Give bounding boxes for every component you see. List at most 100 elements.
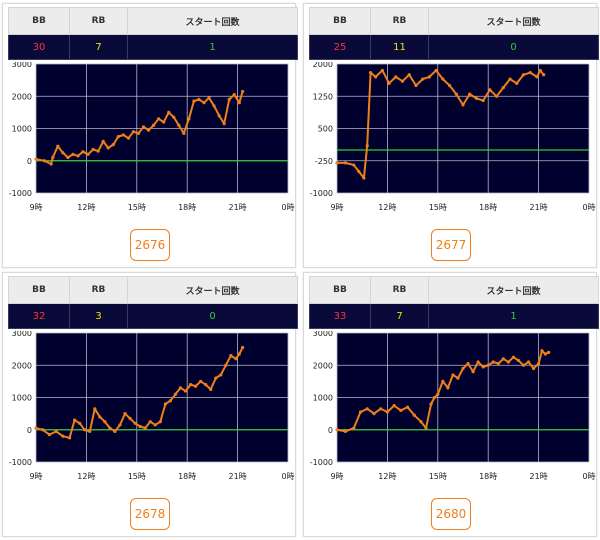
data-point [451,373,455,377]
data-point [178,386,183,390]
start-count: 1 [127,34,298,60]
data-point [488,88,492,92]
y-tick-label: -1000 [9,458,32,467]
data-point [188,383,193,387]
data-point [187,117,191,121]
data-point [456,376,460,380]
slump-graph: 3000 2000 1000 0 -1000 9時 12時 15時 18時 21時 0時 [9,62,295,212]
data-point [446,386,450,390]
data-point [547,350,551,354]
data-point [526,360,531,364]
data-point [76,154,80,158]
data-point [385,410,389,414]
y-tick-label: 2000 [313,62,333,69]
data-point [414,83,418,88]
rb-header: RB [370,276,429,304]
data-point [538,68,542,73]
data-point [374,75,378,79]
start-count: 0 [428,34,599,60]
bb-header: BB [309,7,371,35]
y-tick-label: -250 [315,157,333,166]
data-point [412,413,416,417]
data-point [501,86,505,90]
data-point [335,428,339,432]
data-point [49,162,53,166]
machine-number-button[interactable]: 2680 [431,498,471,530]
data-point [365,407,369,411]
start-header: スタート回数 [428,7,599,35]
data-point [222,122,226,126]
data-point [540,349,544,353]
data-point [229,353,233,358]
data-point [224,363,228,367]
machine-number-button[interactable]: 2676 [130,229,170,261]
data-point [542,73,546,77]
data-point [51,155,55,160]
y-tick-label: 2000 [12,361,32,370]
bb-count: 32 [8,303,70,329]
slump-graph: 3000 2000 1000 0 -1000 9時 12時 15時 18時 21時 0時 [310,331,596,481]
data-point [41,428,45,432]
data-point [204,383,208,387]
data-point [47,432,52,437]
x-tick-label: 0時 [582,203,595,212]
bb-header: BB [8,276,70,304]
data-point [71,152,75,156]
y-tick-label: 3000 [12,62,32,69]
y-tick-label: 1250 [313,92,333,101]
data-point [106,146,110,150]
data-point [521,73,526,77]
data-point [141,125,146,129]
data-point [116,134,120,139]
data-point [207,96,211,100]
x-tick-label: 12時 [378,203,396,212]
data-point [158,420,162,424]
data-point [241,345,245,350]
data-point [172,115,176,119]
y-tick-label: 1000 [12,125,32,134]
series-line [336,349,550,433]
machine-number-button[interactable]: 2677 [431,229,471,261]
data-point [183,389,188,393]
data-point [168,399,172,403]
y-tick-label: 2000 [12,92,32,101]
data-point [369,71,373,75]
data-point [343,161,347,165]
data-point [491,360,495,364]
y-tick-label: 500 [318,125,333,134]
data-point [153,423,157,427]
data-point [212,104,216,108]
data-point [81,150,85,154]
data-point [436,392,440,396]
rb-count: 11 [370,34,429,60]
x-tick-label: 18時 [479,472,497,481]
data-point [521,363,526,367]
x-tick-label: 15時 [429,203,447,212]
machine-number-button[interactable]: 2678 [130,498,170,530]
data-point [511,355,515,359]
x-tick-label: 15時 [128,472,146,481]
slump-graph: 3000 2000 1000 0 -1000 9時 12時 15時 18時 21時 0時 [9,331,295,481]
data-point [162,120,166,124]
data-point [202,101,206,105]
data-point [34,426,38,430]
data-point [73,418,77,422]
data-point [486,363,490,367]
y-tick-label: 3000 [12,331,32,338]
y-tick-label: 1000 [313,394,333,403]
data-point [392,403,396,408]
stats-table: BB RB スタート回数 25 11 0 [309,7,599,60]
data-point [138,424,142,429]
data-point [237,352,241,356]
data-point [531,366,536,371]
start-count: 1 [428,303,599,329]
data-point [227,97,231,102]
stats-table: BB RB スタート回数 33 7 1 [309,276,599,329]
data-point [501,357,505,361]
data-point [399,408,403,412]
rb-header: RB [370,7,429,35]
rb-header: RB [69,276,128,304]
stats-table: BB RB スタート回数 30 7 1 [8,7,298,60]
rb-count: 3 [69,303,128,329]
data-point [66,155,70,160]
